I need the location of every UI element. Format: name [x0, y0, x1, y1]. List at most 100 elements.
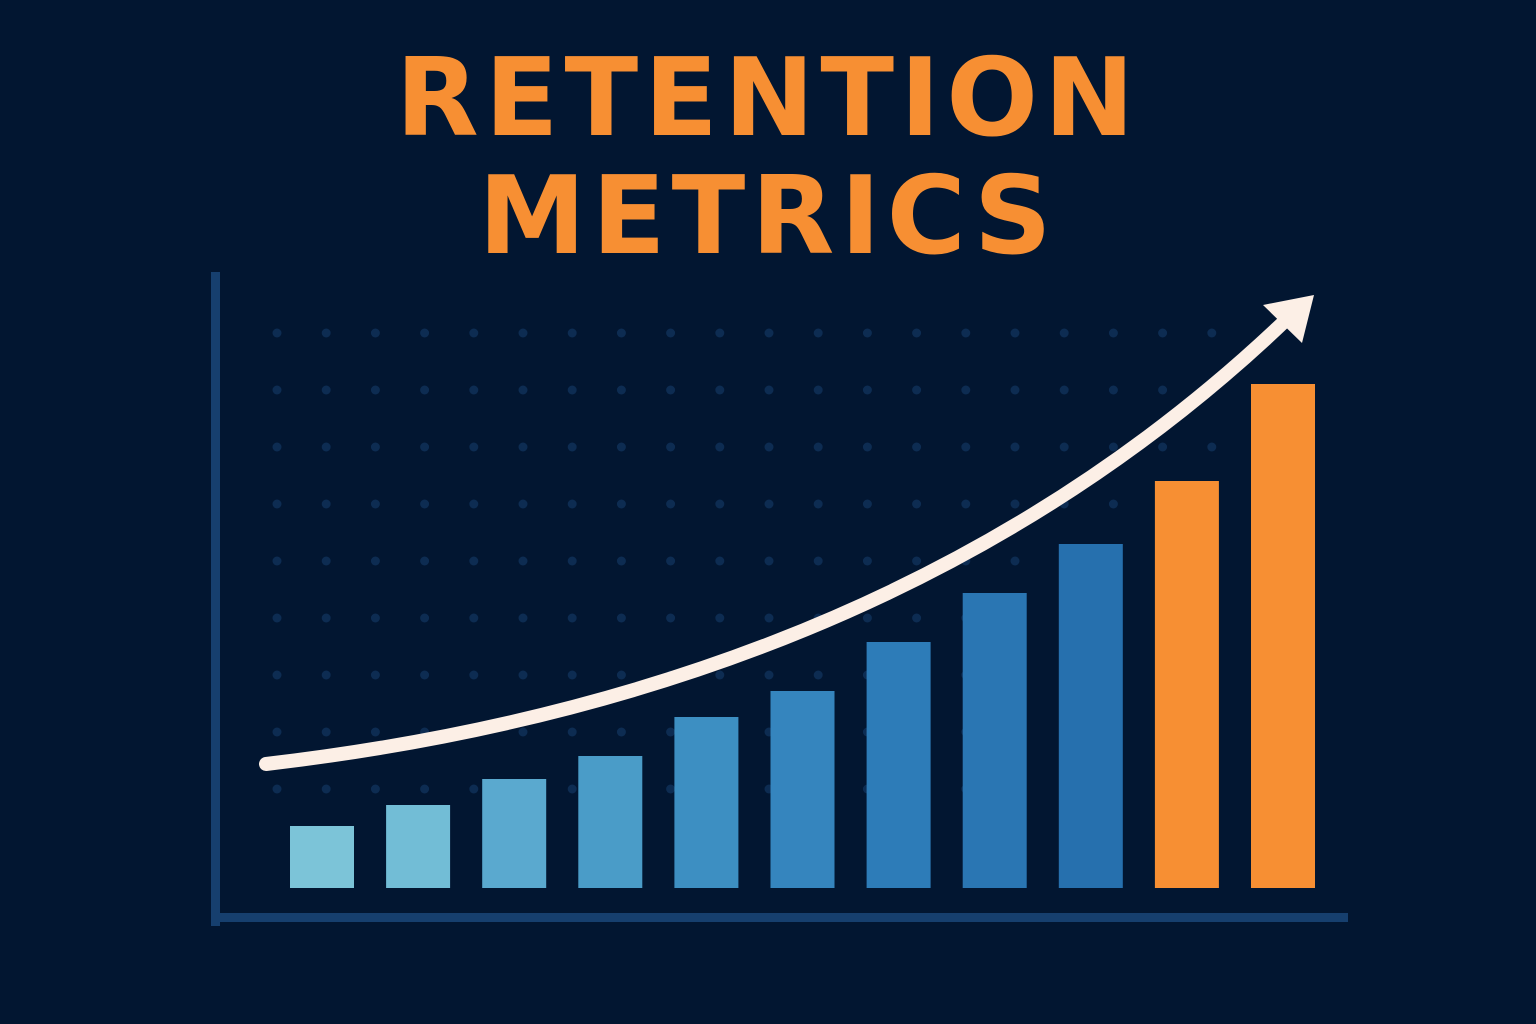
grid-dot — [813, 556, 823, 566]
grid-dot — [272, 670, 282, 680]
trend-arrow — [259, 311, 1295, 771]
grid-dot — [469, 670, 479, 680]
grid-dot — [1010, 556, 1020, 566]
grid-dot — [912, 613, 922, 623]
grid-dot — [961, 499, 971, 509]
grid-dot — [862, 556, 872, 566]
grid-dot — [764, 670, 774, 680]
grid-dot — [1108, 499, 1118, 509]
grid-dot — [518, 727, 528, 737]
grid-dot — [862, 385, 872, 395]
grid-dot — [420, 442, 430, 452]
grid-dot — [469, 328, 479, 338]
grid-dot — [420, 499, 430, 509]
arrow-head — [1263, 295, 1314, 343]
grid-dot — [272, 613, 282, 623]
grid-dot — [567, 727, 577, 737]
grid-dot — [567, 385, 577, 395]
grid-dot — [912, 442, 922, 452]
bar — [1058, 544, 1123, 888]
grid-dot — [1010, 442, 1020, 452]
grid-dot — [321, 499, 331, 509]
grid-dot — [862, 328, 872, 338]
grid-dot — [1158, 442, 1168, 452]
grid-dot — [420, 556, 430, 566]
grid-dot — [518, 385, 528, 395]
grid-dot — [616, 727, 626, 737]
grid-dot — [813, 499, 823, 509]
bar — [482, 779, 547, 888]
grid-dot — [321, 442, 331, 452]
grid-dot — [764, 328, 774, 338]
grid-dot — [567, 499, 577, 509]
grid-dot — [518, 613, 528, 623]
grid-dot — [862, 613, 872, 623]
grid-dot — [370, 385, 380, 395]
y-axis — [211, 272, 220, 926]
grid-dot — [616, 670, 626, 680]
grid-dot — [272, 385, 282, 395]
grid-dot — [764, 499, 774, 509]
grid-dot — [272, 727, 282, 737]
grid-dot — [616, 499, 626, 509]
bar — [1251, 384, 1315, 888]
grid-dot — [764, 613, 774, 623]
grid-dot — [1108, 328, 1118, 338]
grid-dot — [567, 328, 577, 338]
grid-dot — [370, 727, 380, 737]
grid-dot — [715, 556, 725, 566]
grid-dot — [272, 499, 282, 509]
grid-dot — [666, 385, 676, 395]
grid-dot — [272, 328, 282, 338]
grid-dot — [321, 784, 331, 794]
grid-dot — [666, 442, 676, 452]
grid-dot — [567, 784, 577, 794]
grid-dot — [518, 328, 528, 338]
grid-dot — [715, 385, 725, 395]
bars — [290, 384, 1315, 888]
grid-dot — [715, 442, 725, 452]
grid-dot — [616, 385, 626, 395]
bar — [1154, 481, 1219, 888]
grid-dot — [862, 442, 872, 452]
grid-dot — [518, 670, 528, 680]
grid-dot — [518, 499, 528, 509]
grid-dot — [862, 499, 872, 509]
grid-dot — [370, 442, 380, 452]
grid-dot — [567, 613, 577, 623]
grid-dot — [764, 556, 774, 566]
grid-dot — [469, 784, 479, 794]
grid-dot — [420, 784, 430, 794]
grid-dot — [469, 499, 479, 509]
grid-dot — [1059, 442, 1069, 452]
grid-dot — [666, 727, 676, 737]
grid-dot — [272, 784, 282, 794]
grid-dot — [616, 442, 626, 452]
grid-dot — [764, 385, 774, 395]
grid-dot — [715, 328, 725, 338]
chart-title: RETENTION METRICS — [395, 36, 1141, 279]
grid-dot — [567, 556, 577, 566]
grid-dot — [321, 613, 331, 623]
x-axis — [211, 913, 1348, 922]
grid-dot — [469, 442, 479, 452]
bar — [962, 593, 1027, 888]
grid-dot — [1059, 385, 1069, 395]
bar — [866, 642, 931, 888]
grid-dot — [469, 556, 479, 566]
grid-dot — [567, 670, 577, 680]
grid-dot — [370, 499, 380, 509]
grid-dot — [567, 442, 577, 452]
grid-dot — [420, 670, 430, 680]
grid-dot — [321, 727, 331, 737]
grid-dot — [420, 328, 430, 338]
grid-dot — [321, 670, 331, 680]
grid-dot — [370, 613, 380, 623]
grid-dot — [420, 613, 430, 623]
grid-dot — [764, 442, 774, 452]
grid-dot — [321, 556, 331, 566]
grid-dot — [518, 556, 528, 566]
grid-dot — [1108, 385, 1118, 395]
